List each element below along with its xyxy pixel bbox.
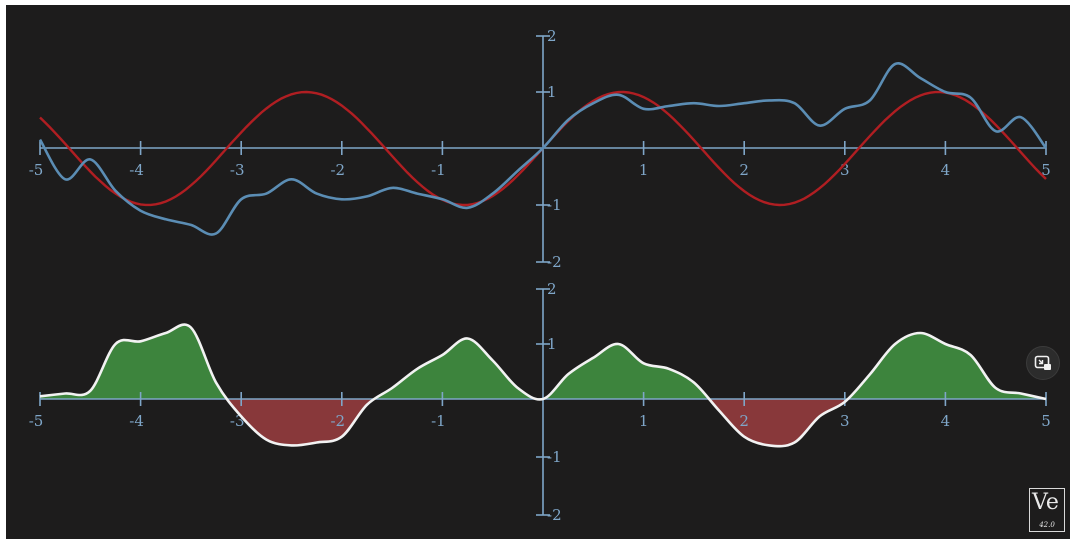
x-tick-label: -1 — [431, 412, 446, 430]
negative-area-2 — [228, 399, 372, 446]
series-line-1 — [39, 323, 1047, 448]
y-tick-label: 2 — [547, 27, 557, 45]
positive-area-3 — [374, 338, 536, 399]
x-tick-label: -3 — [230, 161, 245, 179]
x-tick-label: -3 — [230, 412, 245, 430]
x-tick-label: 2 — [739, 412, 749, 430]
x-tick-label: -4 — [129, 412, 144, 430]
x-tick-label: 1 — [639, 161, 649, 179]
negative-area-6 — [711, 399, 848, 447]
y-tick-label: 2 — [547, 280, 557, 298]
x-tick-label: 3 — [840, 161, 850, 179]
x-tick-label: -2 — [330, 161, 345, 179]
chart-panel-1: -5 -4 -3 -2 -1 1 2 3 4 5 2 1 -1 -2 — [29, 27, 1051, 271]
x-tick-label: 1 — [639, 412, 649, 430]
x-tick-label: -1 — [431, 161, 446, 179]
picture-in-picture-button[interactable] — [1026, 346, 1060, 380]
series-line-2 — [38, 62, 1048, 236]
x-tick-label: -5 — [29, 161, 44, 179]
positive-area-1 — [40, 324, 227, 399]
x-tick-label: 5 — [1041, 161, 1051, 179]
y-tick-label: -1 — [547, 448, 562, 466]
x-tick-label: 4 — [941, 412, 951, 430]
x-tick-label: -2 — [330, 412, 345, 430]
chart-stage: -5 -4 -3 -2 -1 1 2 3 4 5 2 1 -1 -2 -5 -4 -3 -2 -1 1 2 3 4 5 2 1 -1… — [6, 5, 1070, 539]
logo-text: Ve — [1032, 490, 1059, 515]
x-tick-label: 3 — [840, 412, 850, 430]
positive-area-7 — [849, 333, 1046, 399]
x-tick-label: 4 — [941, 161, 951, 179]
y-tick-label: -2 — [547, 253, 562, 271]
y-tick-label: 1 — [547, 335, 557, 353]
x-tick-label: -4 — [129, 161, 144, 179]
y-tick-label: -1 — [547, 196, 562, 214]
y-tick-label: -2 — [547, 506, 562, 524]
y-tick-label: 1 — [547, 83, 557, 101]
x-tick-label: -5 — [29, 412, 44, 430]
chart-panel-2: -5 -4 -3 -2 -1 1 2 3 4 5 2 1 -1 -2 — [29, 280, 1051, 524]
picture-in-picture-icon — [1034, 355, 1051, 370]
watermark-logo: Ve 42.0 — [1029, 488, 1065, 532]
logo-version: 42.0 — [1039, 521, 1055, 529]
x-tick-label: 5 — [1041, 412, 1051, 430]
x-tick-label: 2 — [739, 161, 749, 179]
chart-canvas: -5 -4 -3 -2 -1 1 2 3 4 5 2 1 -1 -2 -5 -4 -3 -2 -1 1 2 3 4 5 2 1 -1… — [29, 27, 1051, 524]
positive-area-5 — [545, 344, 709, 399]
